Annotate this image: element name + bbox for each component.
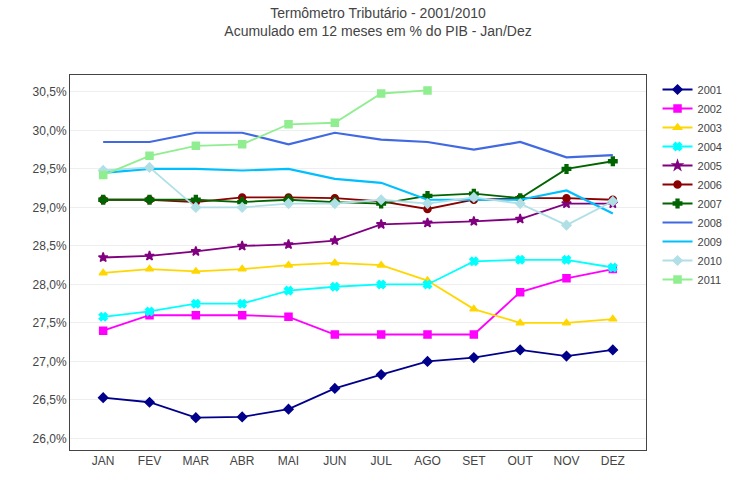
svg-text:26,0%: 26,0%: [33, 432, 67, 446]
svg-text:2007: 2007: [698, 198, 722, 210]
svg-text:26,5%: 26,5%: [33, 393, 67, 407]
svg-text:2010: 2010: [698, 255, 722, 267]
svg-text:2011: 2011: [698, 274, 722, 286]
svg-text:2002: 2002: [698, 103, 722, 115]
svg-text:2004: 2004: [698, 141, 722, 153]
svg-text:28,5%: 28,5%: [33, 239, 67, 253]
svg-text:MAR: MAR: [183, 454, 210, 468]
svg-text:JAN: JAN: [92, 454, 115, 468]
svg-text:2003: 2003: [698, 122, 722, 134]
svg-text:MAI: MAI: [278, 454, 299, 468]
svg-text:JUN: JUN: [323, 454, 346, 468]
svg-text:28,0%: 28,0%: [33, 278, 67, 292]
svg-text:ABR: ABR: [230, 454, 255, 468]
svg-text:2001: 2001: [698, 84, 722, 96]
svg-text:30,0%: 30,0%: [33, 124, 67, 138]
svg-text:AGO: AGO: [414, 454, 441, 468]
svg-text:29,0%: 29,0%: [33, 201, 67, 215]
svg-text:FEV: FEV: [138, 454, 161, 468]
svg-text:Termômetro Tributário - 2001/2: Termômetro Tributário - 2001/2010Acumula…: [224, 5, 531, 39]
svg-text:NOV: NOV: [553, 454, 579, 468]
svg-text:2005: 2005: [698, 160, 722, 172]
svg-text:2009: 2009: [698, 236, 722, 248]
svg-text:2006: 2006: [698, 179, 722, 191]
svg-text:OUT: OUT: [507, 454, 533, 468]
svg-text:27,5%: 27,5%: [33, 316, 67, 330]
svg-text:27,0%: 27,0%: [33, 355, 67, 369]
svg-text:30,5%: 30,5%: [33, 85, 67, 99]
svg-text:2008: 2008: [698, 217, 722, 229]
svg-text:29,5%: 29,5%: [33, 162, 67, 176]
svg-text:JUL: JUL: [370, 454, 392, 468]
svg-text:DEZ: DEZ: [601, 454, 625, 468]
svg-text:SET: SET: [462, 454, 486, 468]
